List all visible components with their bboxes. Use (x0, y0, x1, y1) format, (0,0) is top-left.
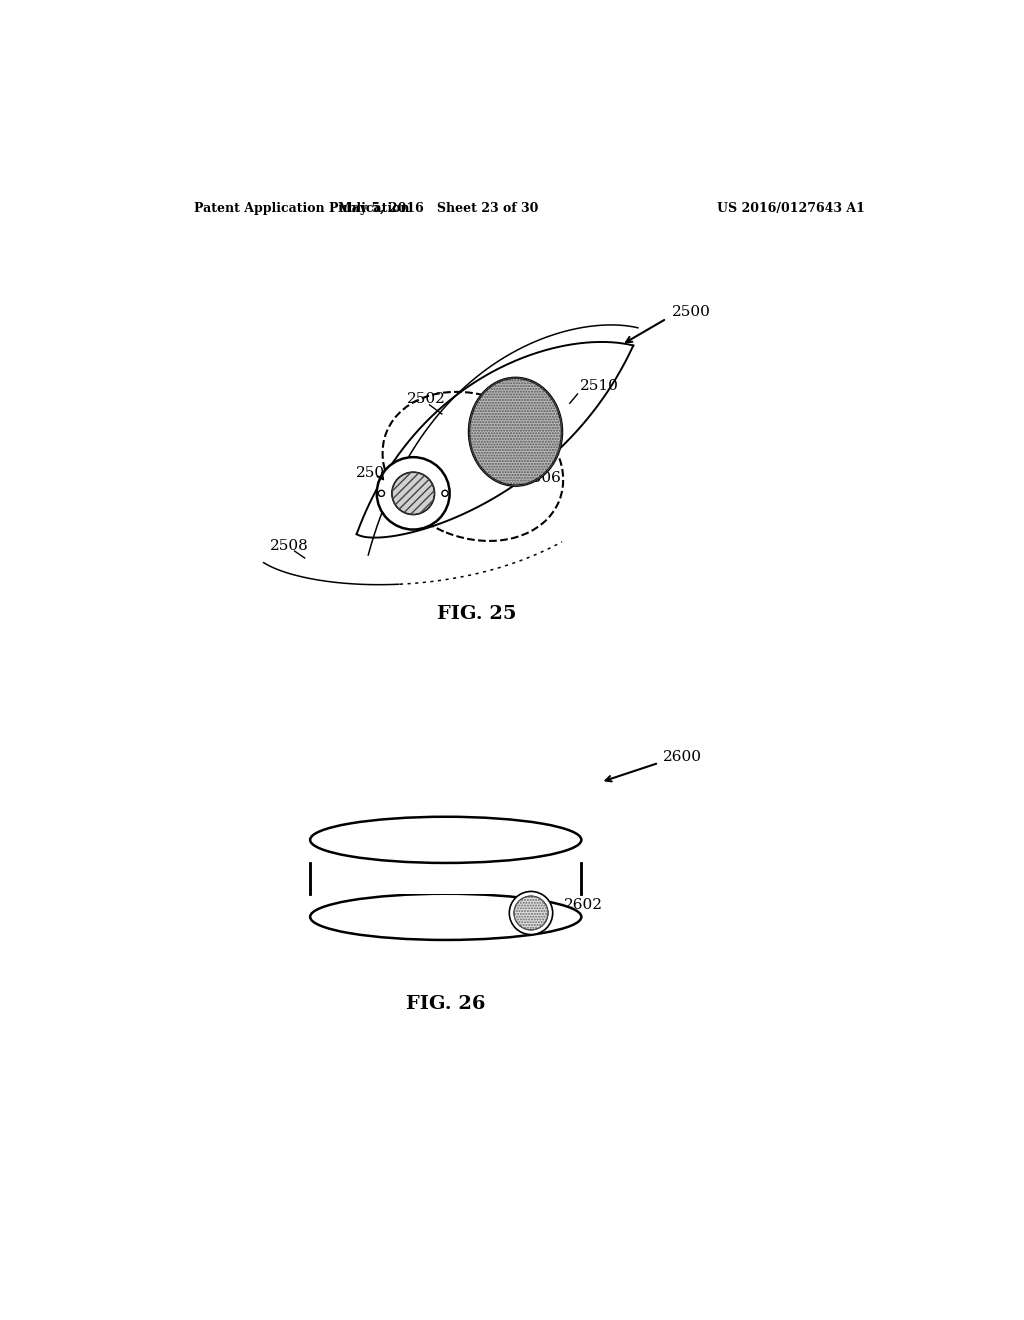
Text: May 5, 2016   Sheet 23 of 30: May 5, 2016 Sheet 23 of 30 (338, 202, 539, 215)
Text: 2510: 2510 (580, 379, 618, 393)
Text: 2600: 2600 (663, 751, 701, 764)
Ellipse shape (310, 894, 582, 940)
Ellipse shape (392, 473, 434, 515)
Text: Patent Application Publication: Patent Application Publication (194, 202, 410, 215)
Text: FIG. 26: FIG. 26 (406, 995, 485, 1014)
Text: FIG. 25: FIG. 25 (437, 605, 516, 623)
Text: 2504: 2504 (356, 466, 394, 479)
Text: 2502: 2502 (407, 392, 445, 407)
Text: 2602: 2602 (563, 899, 602, 912)
Circle shape (509, 891, 553, 935)
Bar (310, 863, 582, 894)
Ellipse shape (469, 378, 562, 486)
Text: 2500: 2500 (672, 305, 711, 319)
Circle shape (377, 457, 450, 529)
Text: 2508: 2508 (270, 539, 308, 553)
Ellipse shape (310, 817, 582, 863)
Text: 2506: 2506 (523, 471, 562, 484)
Circle shape (514, 896, 548, 929)
Text: US 2016/0127643 A1: US 2016/0127643 A1 (717, 202, 865, 215)
Circle shape (378, 490, 385, 496)
Circle shape (442, 490, 449, 496)
